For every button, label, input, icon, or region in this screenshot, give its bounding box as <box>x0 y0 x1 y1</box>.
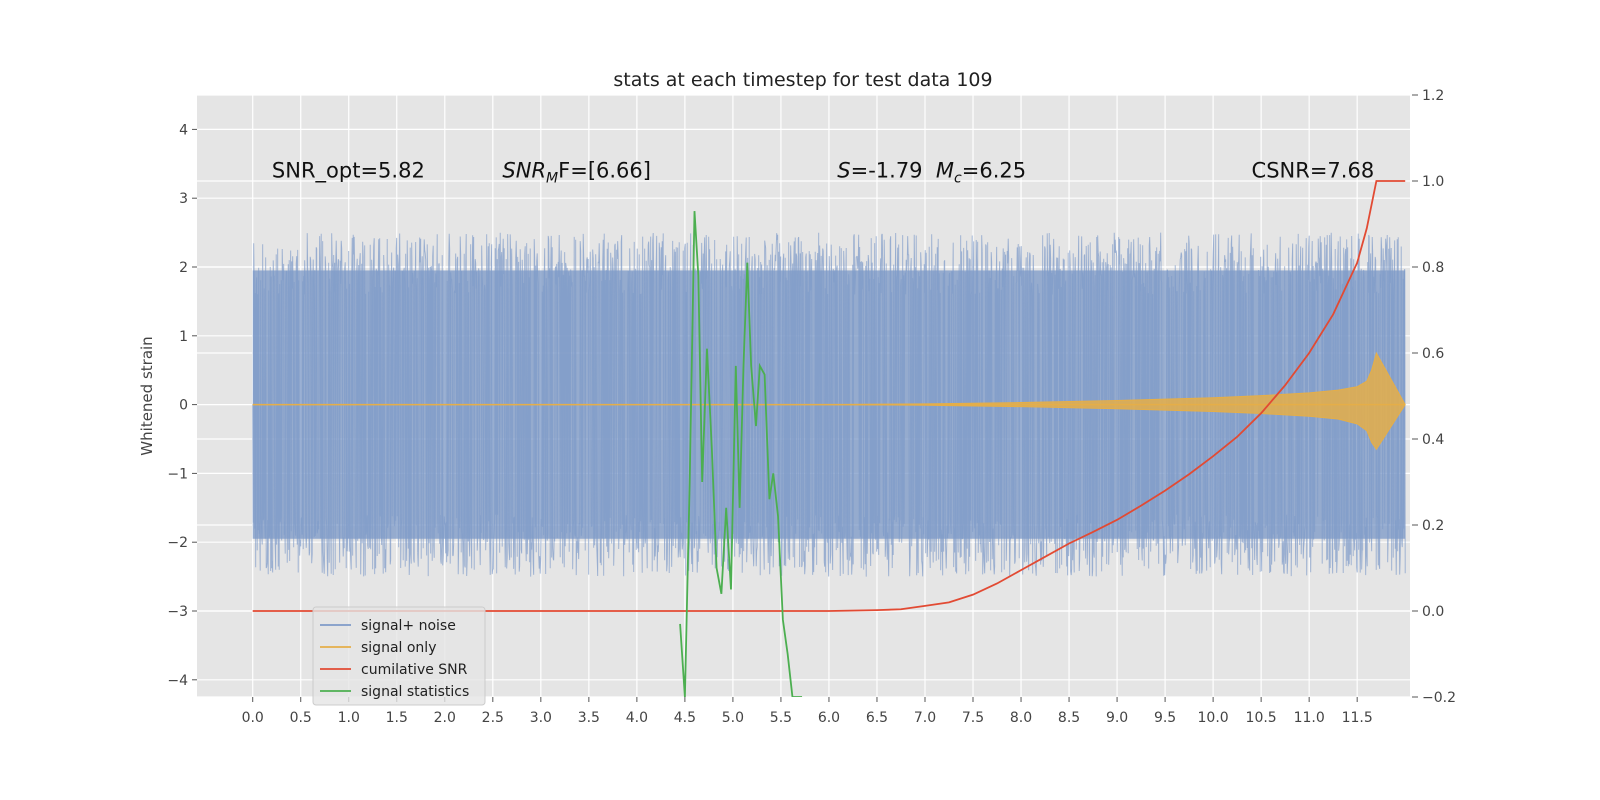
x-tick-label: 9.5 <box>1154 710 1176 726</box>
x-tick-label: 1.5 <box>386 710 408 726</box>
legend-box <box>312 606 486 706</box>
y2-tick-label: 0.8 <box>1422 260 1444 276</box>
x-tick-label: 9.0 <box>1106 710 1128 726</box>
annotation-s-mc: S=-1.79 Mc=6.25 <box>791 159 1060 187</box>
y2-tick-label: −0.2 <box>1422 690 1456 706</box>
y-tick-label: −2 <box>167 535 188 551</box>
annotation-m: M <box>936 159 954 183</box>
x-tick-label: 5.5 <box>770 710 792 726</box>
x-tick-label: 4.0 <box>626 710 648 726</box>
annotation-csnr: CSNR=7.68 <box>1252 159 1375 183</box>
x-tick-label: 7.5 <box>962 710 984 726</box>
annotation-snr-mf: SNRMF=[6.66] <box>502 159 651 187</box>
series-layer <box>252 180 1406 697</box>
annotation-snr-mf-sub: M <box>546 171 558 187</box>
y2-tick-label: 0.2 <box>1422 518 1444 534</box>
x-tick-label: 3.0 <box>530 710 552 726</box>
annotation-snr-opt: SNR_opt=5.82 <box>272 159 425 184</box>
y2-tick-label: 1.0 <box>1422 174 1444 190</box>
annotations: SNR_opt=5.82 SNRMF=[6.66] S=-1.79 Mc=6.2… <box>272 159 1374 187</box>
x-tick-label: 2.5 <box>482 710 504 726</box>
x-tick-label: 8.5 <box>1058 710 1080 726</box>
legend-label-signal-statistics: signal statistics <box>361 684 469 700</box>
annotation-snr-mf-main: SNR <box>502 159 546 183</box>
x-tick-label: 11.5 <box>1342 710 1373 726</box>
legend-label-signal-only: signal only <box>361 640 436 656</box>
y2-tick-label: 0.4 <box>1422 432 1444 448</box>
y-tick-label: −1 <box>167 466 188 482</box>
annotation-s-value: =-1.79 <box>851 159 936 183</box>
y-axis-label: Whitened strain <box>138 336 156 455</box>
x-tick-label: 11.0 <box>1294 710 1325 726</box>
axes-layer: 0.0 0.5 1.0 1.5 2.0 2.5 3.0 3.5 4.0 4.5 5.0 5.5 6.0 6… <box>167 88 1456 726</box>
y-tick-label: 4 <box>179 122 188 138</box>
x-tick-label: 5.0 <box>722 710 744 726</box>
x-tick-label: 3.5 <box>578 710 600 726</box>
signal-statistics-line <box>679 211 803 697</box>
x-tick-label: 10.5 <box>1246 710 1277 726</box>
annotation-m-sub: c <box>954 171 962 187</box>
legend: signal+ noise signal only cumilative SNR… <box>312 606 486 706</box>
y-tick-label: −3 <box>167 604 188 620</box>
x-tick-label: 0.5 <box>290 710 312 726</box>
y2-tick-label: 0.6 <box>1422 346 1444 362</box>
y-tick-label: 2 <box>179 260 188 276</box>
y-tick-label: 3 <box>179 191 188 207</box>
x-tick-label: 8.0 <box>1010 710 1032 726</box>
x-tick-label: 0.0 <box>242 710 264 726</box>
y-tick-label: 0 <box>179 398 188 414</box>
x-tick-label: 4.5 <box>674 710 696 726</box>
y2-tick-label: 0.0 <box>1422 604 1444 620</box>
y-tick-label: 1 <box>179 329 188 345</box>
x-tick-label: 10.0 <box>1198 710 1229 726</box>
annotation-snr-mf-rest: F=[6.66] <box>558 159 651 183</box>
x-tick-label: 2.0 <box>434 710 456 726</box>
legend-label-cumulative-snr: cumilative SNR <box>361 662 468 678</box>
legend-label-signal-noise: signal+ noise <box>361 618 456 634</box>
x-tick-label: 7.0 <box>914 710 936 726</box>
x-tick-label: 6.0 <box>818 710 840 726</box>
chart-title: stats at each timestep for test data 109 <box>613 69 992 91</box>
y-tick-label: −4 <box>167 673 188 689</box>
x-tick-label: 6.5 <box>866 710 888 726</box>
cumulative-snr-line <box>252 180 1406 612</box>
annotation-s: S <box>837 159 850 183</box>
annotation-m-value: =6.25 <box>962 159 1026 183</box>
y2-tick-label: 1.2 <box>1422 88 1444 104</box>
x-tick-label: 1.0 <box>338 710 360 726</box>
